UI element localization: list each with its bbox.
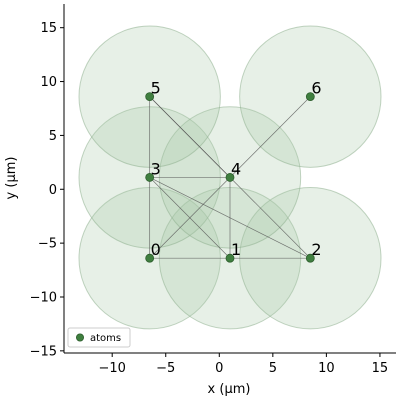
y-tick-label: 15: [40, 21, 57, 36]
y-tick-label: 0: [49, 183, 57, 198]
y-tick-label: 5: [49, 129, 57, 144]
y-tick-label: 10: [40, 75, 57, 90]
legend: atoms: [68, 328, 130, 347]
x-tick-label: 10: [318, 361, 335, 376]
x-axis-label: x (μm): [208, 382, 251, 397]
x-tick-label: 5: [269, 361, 277, 376]
x-tick-label: 0: [215, 361, 223, 376]
x-ticks: −10 −5 0 5 10 15: [98, 353, 388, 376]
y-tick-label: −10: [30, 290, 57, 305]
x-tick-label: −5: [156, 361, 175, 376]
y-tick-label: −5: [38, 237, 57, 252]
legend-atom-marker: [76, 334, 83, 341]
y-ticks: −15 −10 −5 0 5 10 15: [30, 21, 64, 359]
atom-label-6: 6: [311, 79, 321, 98]
y-axis-label: y (μm): [4, 157, 19, 200]
atom-label-2: 2: [311, 240, 321, 259]
atom-label-0: 0: [151, 240, 161, 259]
atom-label-4: 4: [231, 159, 241, 178]
y-tick-label: −15: [30, 344, 57, 359]
legend-label-atoms: atoms: [90, 333, 121, 344]
x-tick-label: −10: [98, 361, 125, 376]
atom-label-1: 1: [231, 240, 241, 259]
atom-label-3: 3: [151, 159, 161, 178]
x-tick-label: 15: [372, 361, 389, 376]
atom-label-5: 5: [151, 79, 161, 98]
